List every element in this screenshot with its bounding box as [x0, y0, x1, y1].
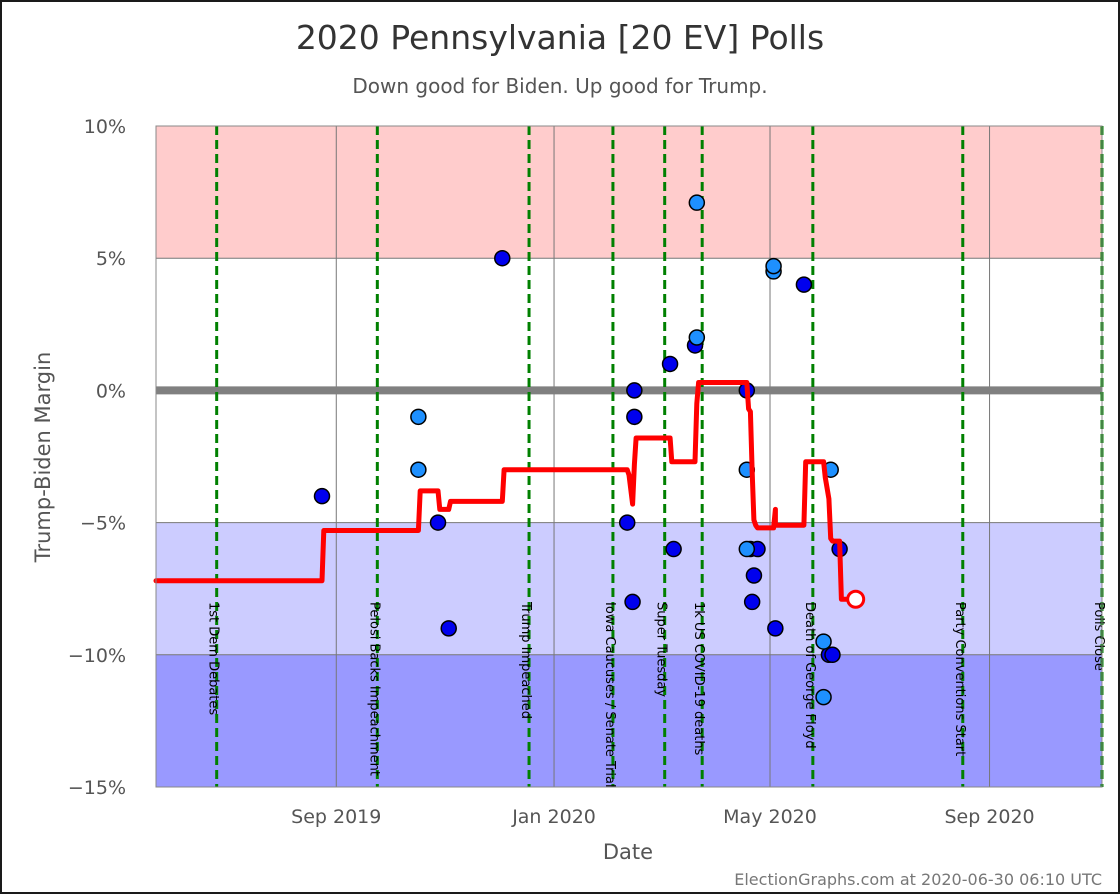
x-axis-ticks: Sep 2019 Jan 2020 May 2020 Sep 2020 — [291, 806, 1034, 828]
y-tick-label: 10% — [84, 116, 126, 138]
poll-point — [738, 540, 756, 558]
y-tick-label: −5% — [80, 513, 126, 535]
footer-credit: ElectionGraphs.com at 2020-06-30 06:10 U… — [734, 870, 1102, 889]
poll-point — [626, 408, 643, 426]
poll-point — [410, 408, 427, 426]
x-tick-label: Jan 2020 — [511, 806, 596, 828]
event-label: Party Conventions Start — [952, 602, 967, 756]
band-2 — [156, 654, 1102, 787]
event-label: Iowa Caucuses / Senate Trial — [602, 602, 617, 788]
x-tick-label: May 2020 — [723, 806, 817, 828]
band-1 — [156, 522, 1102, 655]
event-label: Pelosi Backs Impeachment — [366, 602, 381, 776]
poll-point — [624, 593, 641, 611]
band-0 — [156, 126, 1102, 259]
x-tick-label: Sep 2020 — [944, 806, 1034, 828]
event-label: Trump Impeached — [518, 601, 533, 719]
poll-point — [665, 540, 682, 558]
y-axis-label: Trump-Biden Margin — [31, 352, 55, 564]
y-tick-label: −15% — [68, 777, 126, 799]
poll-point — [410, 461, 427, 478]
plot-area: 1st Dem Debates Pelosi Backs Impeachment T… — [153, 125, 1106, 788]
x-axis-label: Date — [603, 840, 653, 864]
poll-point — [661, 355, 679, 373]
poll-point — [688, 194, 706, 211]
event-label: 1k US COVID-19 deaths — [691, 602, 706, 756]
poll-point — [767, 620, 784, 637]
average-endpoint — [846, 589, 866, 609]
poll-point — [688, 329, 706, 346]
y-tick-label: −10% — [68, 645, 126, 667]
poll-point — [815, 633, 832, 650]
poll-point — [626, 382, 643, 399]
event-label: Super Tuesday — [654, 602, 669, 697]
chart-subtitle: Down good for Biden. Up good for Trump. — [352, 74, 767, 98]
x-tick-label: Sep 2019 — [291, 806, 381, 828]
poll-point — [618, 514, 636, 531]
chart-title: 2020 Pennsylvania [20 EV] Polls — [296, 18, 824, 57]
poll-point — [743, 593, 761, 611]
poll-point — [765, 257, 782, 275]
event-label: 1st Dem Debates — [206, 602, 221, 715]
average-line — [153, 380, 859, 602]
y-axis-ticks: 10% 5% 0% −5% −10% −15% — [68, 116, 126, 799]
y-tick-label: 0% — [96, 380, 126, 402]
poll-point — [440, 620, 457, 637]
poll-point — [745, 567, 763, 584]
poll-point — [795, 276, 813, 293]
poll-point — [429, 514, 447, 531]
poll-point — [815, 688, 832, 706]
plot-border — [155, 125, 1103, 788]
event-label: Death of George Floyd — [802, 602, 817, 749]
event-label: Polls Close — [1091, 602, 1106, 671]
y-tick-label: 5% — [96, 248, 126, 270]
poll-point — [313, 487, 331, 505]
poll-point — [824, 646, 841, 664]
poll-point — [494, 249, 511, 267]
